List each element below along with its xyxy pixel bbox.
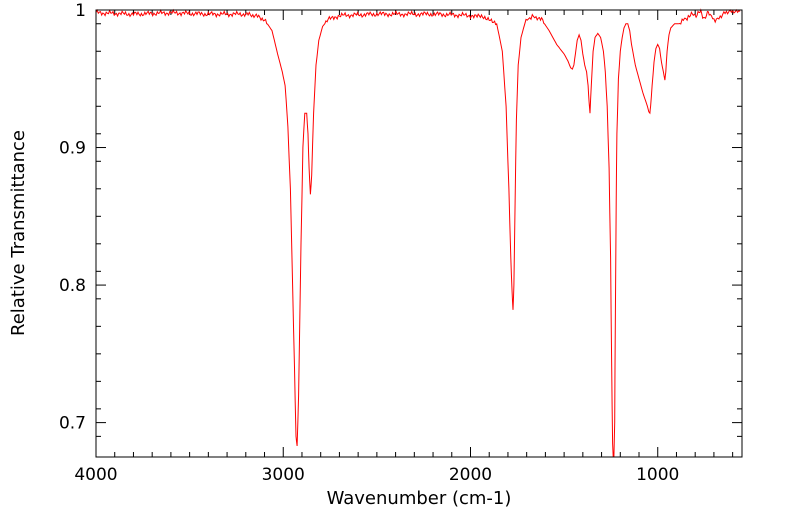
- y-tick-label: 0.7: [59, 414, 86, 434]
- x-tick-label: 3000: [262, 465, 305, 485]
- minor-ticks: [96, 10, 742, 457]
- y-tick-labels: 0.7 0.8 0.9 1: [59, 1, 86, 434]
- x-tick-labels: 4000 3000 2000 1000: [74, 465, 679, 485]
- y-tick-label: 1: [75, 1, 86, 21]
- x-tick-label: 1000: [636, 465, 679, 485]
- y-axis-label: Relative Transmittance: [8, 130, 29, 336]
- x-axis-label: Wavenumber (cm-1): [327, 488, 512, 509]
- plot-frame: [95, 9, 743, 458]
- y-tick-label: 0.9: [59, 139, 86, 159]
- y-tick-label: 0.8: [59, 276, 86, 296]
- x-tick-label: 4000: [74, 465, 117, 485]
- x-tick-label: 2000: [449, 465, 492, 485]
- spectrum-line: [95, 8, 741, 458]
- plot-background: [96, 10, 742, 457]
